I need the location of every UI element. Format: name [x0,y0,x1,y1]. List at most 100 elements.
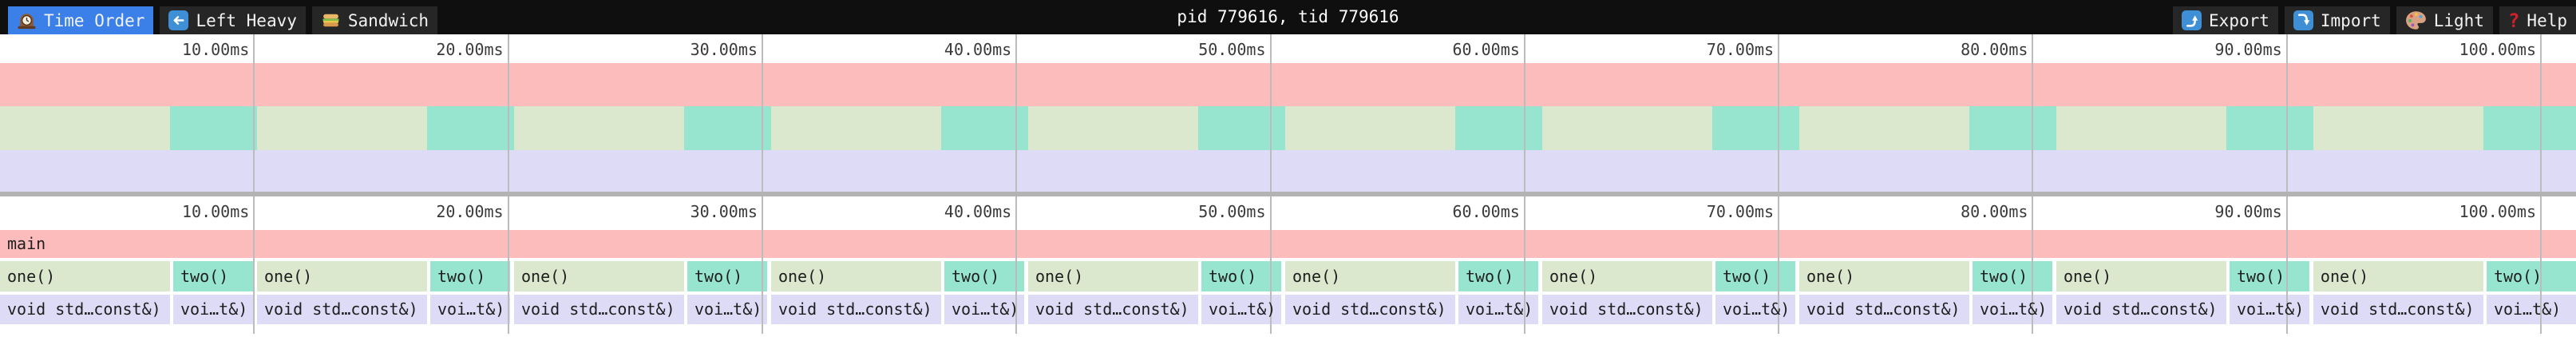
tab-label: Left Heavy [196,10,297,30]
clock-icon [17,10,37,30]
flame-cell-one[interactable]: one() [2056,261,2226,291]
action-buttons: Export Import Light ? Help [2166,6,2576,34]
flame-cell-one[interactable]: one() [1284,261,1455,291]
flame-cell-one[interactable]: one() [513,261,684,291]
flame-cell-void[interactable]: voi…t&) [944,295,1024,324]
flame-cell-two[interactable]: two() [2229,261,2309,291]
tick-line [2540,196,2542,334]
tick-label: 50.00ms [1198,202,1266,221]
frame-label: voi…t&) [1465,299,1533,319]
export-button[interactable]: Export [2173,6,2278,34]
minimap-block-two [1969,106,2056,150]
frame-label: void std…const&) [1549,299,1703,319]
flame-cell-void[interactable]: void std…const&) [770,295,941,324]
tick-label: 20.00ms [436,40,504,59]
flame-cell-two[interactable]: two() [2486,261,2576,291]
minimap-time-ruler: 10.00ms 20.00ms 30.00ms 40.00ms 50.00ms 60.00… [0,34,2576,63]
flame-cell-void[interactable]: void std…const&) [2313,295,2483,324]
frame-label: void std…const&) [520,299,675,319]
tick-label: 30.00ms [690,40,758,59]
flame-cell-void[interactable]: voi…t&) [1715,295,1795,324]
frame-label: void std…const&) [2320,299,2475,319]
flame-cell-void[interactable]: void std…const&) [1798,295,1969,324]
flame-cell-void[interactable]: voi…t&) [687,295,767,324]
tick-line [507,196,509,334]
button-label: Help [2527,10,2567,30]
flame-cell-void[interactable]: voi…t&) [430,295,510,324]
flame-cell-void[interactable]: void std…const&) [256,295,427,324]
flame-cell-one[interactable]: one() [2313,261,2483,291]
tab-label: Sandwich [347,10,429,30]
flame-cell-one[interactable]: one() [770,261,941,291]
minimap-band-void [0,150,2576,192]
flame-cell-void[interactable]: void std…const&) [513,295,684,324]
export-icon [2182,10,2202,30]
flame-cell-void[interactable]: void std…const&) [1284,295,1455,324]
help-icon: ? [2507,9,2520,32]
tick-line [1269,196,1272,334]
frame-label: voi…t&) [2493,299,2562,319]
tick-label: 60.00ms [1452,202,1520,221]
tick-line [1269,34,1272,192]
flame-cell-void[interactable]: voi…t&) [1972,295,2052,324]
frame-label: voi…t&) [1208,299,1276,319]
flame-cell-one[interactable]: one() [0,261,170,291]
left-arrow-icon [168,10,189,30]
frame-label: one() [1806,267,1855,286]
flame-cell-void[interactable]: voi…t&) [173,295,254,324]
flame-cell-two[interactable]: two() [1972,261,2052,291]
flame-cell-one[interactable]: one() [1541,261,1712,291]
tick-label: 50.00ms [1198,40,1266,59]
flame-cell-two[interactable]: two() [1715,261,1795,291]
tick-label: 80.00ms [1961,40,2028,59]
flame-cell-two[interactable]: two() [944,261,1024,291]
help-button[interactable]: ? Help [2499,6,2576,34]
flame-cell-void[interactable]: voi…t&) [2229,295,2309,324]
tick-label: 60.00ms [1452,40,1520,59]
tick-label: 70.00ms [1706,202,1775,221]
flame-cell-void[interactable]: void std…const&) [0,295,170,324]
tab-time-order[interactable]: Time Order [8,6,154,34]
flame-cell-one[interactable]: one() [1798,261,1969,291]
tick-line [507,34,509,192]
frame-label: two() [1208,267,1257,286]
flame-cell-main[interactable]: main [0,230,2576,258]
flame-cell-void[interactable]: voi…t&) [1458,295,1538,324]
top-bar: Time Order Left Heavy Sandwich pid 77961… [0,0,2576,34]
flame-cell-two[interactable]: two() [430,261,510,291]
flame-cell-void[interactable]: voi…t&) [1201,295,1281,324]
flame-cell-void[interactable]: void std…const&) [2056,295,2226,324]
tick-label: 20.00ms [436,202,504,221]
tick-label: 40.00ms [944,40,1012,59]
tick-line [1778,196,1780,334]
flame-cell-void[interactable]: voi…t&) [2486,295,2576,324]
tab-left-heavy[interactable]: Left Heavy [160,6,306,34]
minimap[interactable] [0,63,2576,192]
frame-label: void std…const&) [2063,299,2218,319]
frame-label: one() [778,267,827,286]
flame-cell-one[interactable]: one() [256,261,427,291]
minimap-block-two [2226,106,2313,150]
frame-label: voi…t&) [437,299,505,319]
tick-line [1015,196,1018,334]
frame-label: one() [2320,267,2369,286]
button-label: Export [2209,10,2269,30]
flame-cell-void[interactable]: void std…const&) [1541,295,1712,324]
flame-cell-one[interactable]: one() [1027,261,1198,291]
import-button[interactable]: Import [2284,6,2390,34]
flamechart-time-ruler: 10.00ms 20.00ms 30.00ms 40.00ms 50.00ms 60.00… [0,196,2576,225]
tick-line [2540,34,2542,192]
tab-sandwich[interactable]: Sandwich [311,6,438,34]
flame-cell-two[interactable]: two() [687,261,767,291]
theme-toggle-button[interactable]: Light [2396,6,2493,34]
flame-cell-two[interactable]: two() [1458,261,1538,291]
palette-icon [2405,10,2427,30]
frame-label: one() [1292,267,1341,286]
flame-cell-two[interactable]: two() [173,261,254,291]
minimap-block-two [1197,106,1285,150]
tick-line [2285,196,2288,334]
flame-cell-two[interactable]: two() [1201,261,1281,291]
flame-cell-void[interactable]: void std…const&) [1027,295,1198,324]
frame-label: two() [2236,267,2285,286]
tick-label: 90.00ms [2214,202,2282,221]
